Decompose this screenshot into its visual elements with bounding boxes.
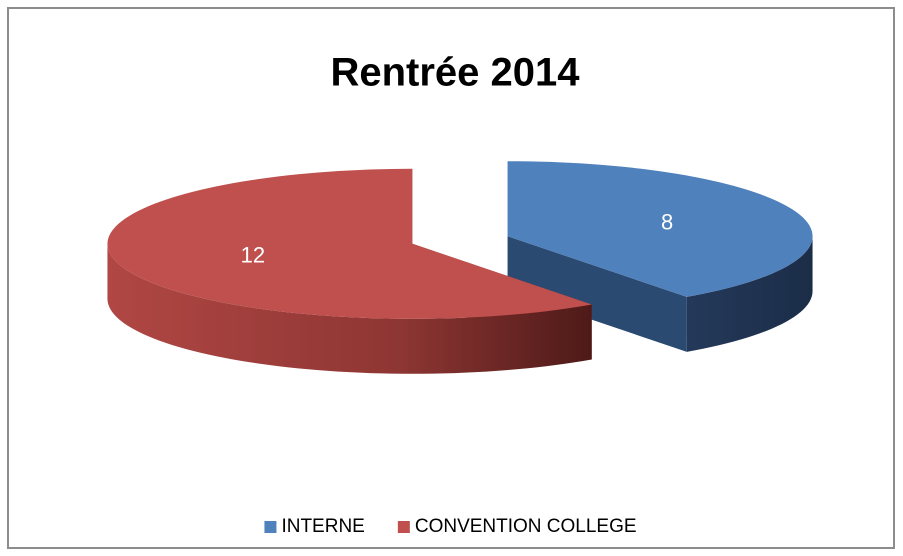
slice-wall [107, 243, 592, 374]
slice [107, 168, 592, 319]
data-label: 8 [661, 209, 673, 234]
legend-label: INTERNE [281, 516, 364, 537]
slice [507, 161, 813, 297]
data-label: 12 [241, 242, 265, 267]
chart-title: Rentrée 2014 [330, 51, 580, 95]
slice-side [507, 236, 687, 352]
legend-swatch [264, 521, 277, 533]
slice-wall [686, 236, 813, 352]
legend-label: CONVENTION COLLEGE [415, 516, 637, 537]
legend-swatch [397, 521, 410, 533]
